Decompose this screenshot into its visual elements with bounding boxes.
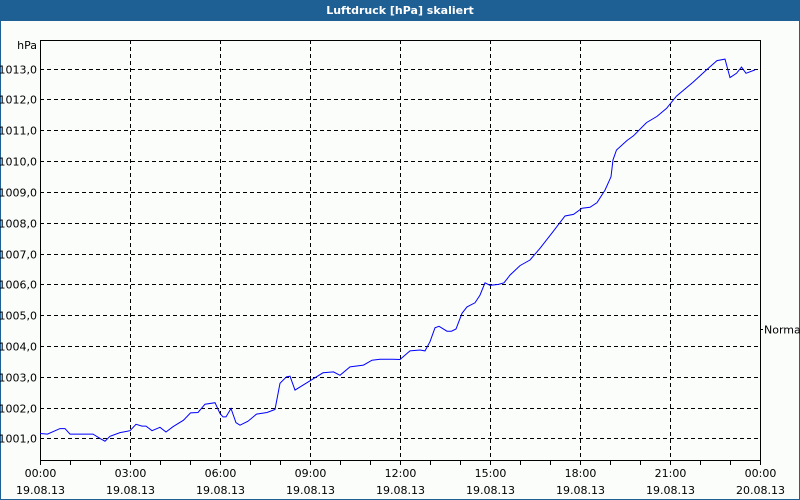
- y-tick-label: 1013,0: [0, 64, 37, 77]
- y-tick-label: 1001,0: [0, 433, 37, 446]
- x-tick-date: 19.08.13: [106, 484, 155, 497]
- y-tick-label: 1002,0: [0, 403, 37, 416]
- x-tick-date: 19.08.13: [376, 484, 425, 497]
- x-tick-date: 19.08.13: [466, 484, 515, 497]
- x-tick-date: 19.08.13: [196, 484, 245, 497]
- y-tick-label: 1005,0: [0, 310, 37, 323]
- x-tick-time: 21:00: [655, 467, 687, 480]
- y-tick-label: 1011,0: [0, 125, 37, 138]
- y-tick-label: 1009,0: [0, 187, 37, 200]
- x-tick-date: 19.08.13: [16, 484, 65, 497]
- x-tick-date: 19.08.13: [646, 484, 695, 497]
- x-tick-date: 19.08.13: [556, 484, 605, 497]
- x-tick-time: 15:00: [475, 467, 507, 480]
- y-axis-label: hPa: [17, 39, 37, 52]
- y-tick-label: 1010,0: [0, 156, 37, 169]
- x-tick-time: 09:00: [295, 467, 327, 480]
- y-tick-label: 1003,0: [0, 372, 37, 385]
- x-tick-time: 06:00: [205, 467, 237, 480]
- x-tick-time: 00:00: [745, 467, 777, 480]
- normal-marker-label: Normal: [764, 324, 800, 337]
- y-tick-label: 1006,0: [0, 279, 37, 292]
- x-tick-date: 19.08.13: [286, 484, 335, 497]
- x-tick-date: 20.08.13: [736, 484, 785, 497]
- plot-frame: [40, 40, 761, 461]
- y-tick-label: 1007,0: [0, 249, 37, 262]
- x-tick-time: 03:00: [115, 467, 147, 480]
- pressure-line: [39, 58, 756, 442]
- y-tick-label: 1012,0: [0, 94, 37, 107]
- x-tick-time: 18:00: [565, 467, 597, 480]
- y-tick-label: 1008,0: [0, 218, 37, 231]
- chart-title: Luftdruck [hPa] skaliert: [1, 1, 799, 21]
- x-tick-time: 00:00: [25, 467, 57, 480]
- x-tick-time: 12:00: [385, 467, 417, 480]
- y-tick-label: 1004,0: [0, 341, 37, 354]
